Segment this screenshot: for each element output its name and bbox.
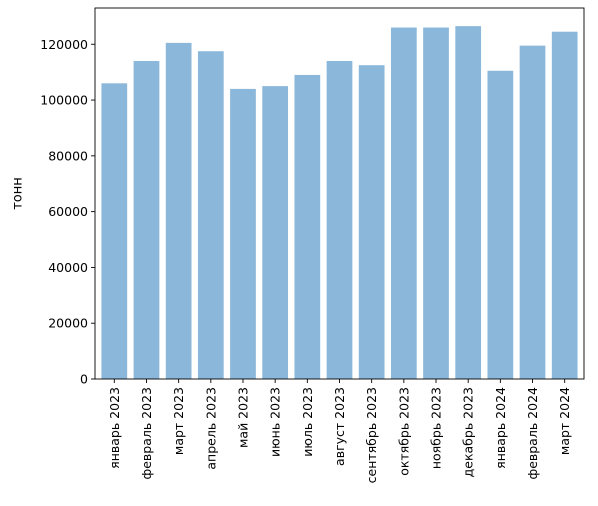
bars	[101, 26, 578, 380]
y-tick-label-2: 40000	[48, 260, 88, 275]
x-tick-label-9: октябрь 2023	[396, 387, 411, 476]
y-tick-label-5: 100000	[40, 93, 88, 108]
x-tick-label-4: май 2023	[235, 387, 250, 448]
bar-9	[390, 27, 417, 380]
bar-6	[294, 74, 321, 380]
x-tick-label-0: январь 2023	[107, 387, 122, 469]
x-tick-label-12: январь 2024	[493, 387, 508, 469]
bar-13	[519, 45, 546, 379]
x-tick-label-5: июнь 2023	[268, 387, 283, 457]
y-axis: 0 20000 40000 60000 80000 100000 120000	[40, 37, 95, 387]
x-tick-label-13: февраль 2024	[525, 387, 540, 480]
bar-12	[487, 70, 514, 380]
x-tick-label-10: ноябрь 2023	[429, 387, 444, 469]
bar-7	[326, 61, 353, 379]
y-tick-label-4: 80000	[48, 148, 88, 163]
bar-11	[455, 26, 482, 379]
bar-0	[101, 83, 128, 379]
x-tick-label-14: март 2024	[557, 387, 572, 455]
bar-14	[551, 31, 578, 380]
bar-3	[197, 51, 224, 379]
x-tick-label-7: август 2023	[332, 387, 347, 466]
y-tick-label-1: 20000	[48, 316, 88, 331]
x-tick-label-3: апрель 2023	[203, 387, 218, 470]
y-tick-label-3: 60000	[48, 204, 88, 219]
bar-10	[423, 27, 449, 380]
bar-8	[358, 65, 385, 380]
plot-frame	[94, 7, 585, 380]
x-tick-label-2: март 2023	[171, 387, 186, 455]
bar-2	[165, 42, 192, 380]
x-axis: январь 2023 февраль 2023 март 2023 апрель 2…	[107, 379, 572, 483]
bar-4	[230, 88, 256, 379]
bar-1	[133, 61, 160, 379]
x-tick-label-8: сентябрь 2023	[364, 387, 379, 483]
x-tick-label-6: июль 2023	[300, 387, 315, 457]
y-axis-label: тонн	[11, 177, 26, 210]
y-tick-label-6: 120000	[40, 37, 88, 52]
bar-5	[262, 86, 289, 380]
y-tick-label-0: 0	[80, 372, 88, 387]
x-tick-label-11: декабрь 2023	[461, 387, 476, 477]
x-tick-label-1: февраль 2023	[139, 387, 154, 479]
